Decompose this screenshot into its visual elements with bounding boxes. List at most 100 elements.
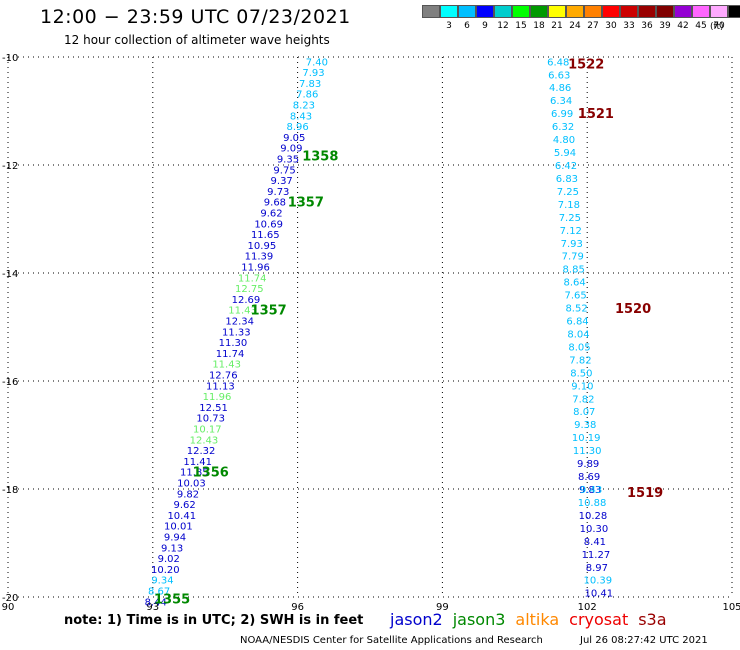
legend-cell bbox=[422, 5, 440, 31]
data-point-jason3: 12.75 bbox=[235, 284, 264, 295]
legend-swatch bbox=[494, 5, 512, 18]
data-point-cryosat: 6.34 bbox=[550, 96, 572, 107]
legend-label: 42 bbox=[677, 21, 689, 31]
data-point-jason3: 9.13 bbox=[161, 543, 183, 554]
data-point-jason3: 7.86 bbox=[296, 90, 318, 101]
legend-label: 12 bbox=[497, 21, 509, 31]
x-tick-label: 96 bbox=[291, 602, 304, 613]
data-point-jason3: 7.93 bbox=[302, 68, 324, 79]
legend-swatch bbox=[728, 5, 740, 18]
data-point-cryosat: 7.82 bbox=[569, 355, 591, 366]
data-point-jason3: 9.34 bbox=[151, 576, 173, 587]
data-point-cryosat: 8.52 bbox=[565, 304, 587, 315]
data-point-jason3: 11.85 bbox=[180, 468, 209, 479]
data-point-cryosat: 6.42 bbox=[555, 161, 577, 172]
data-point-jason3: 11.30 bbox=[219, 338, 248, 349]
data-point-jason3: 10.17 bbox=[193, 425, 222, 436]
legend-swatch bbox=[692, 5, 710, 18]
legend-cell: 42 bbox=[674, 5, 692, 31]
data-point-jason3: 12.76 bbox=[209, 371, 238, 382]
data-point-jason3: 9.94 bbox=[164, 533, 186, 544]
y-tick-label: -18 bbox=[2, 485, 18, 496]
data-point-cryosat: 7.12 bbox=[560, 226, 582, 237]
chart-subtitle: 12 hour collection of altimeter wave hei… bbox=[64, 33, 330, 47]
data-point-jason3: 9.62 bbox=[174, 500, 196, 511]
x-tick-label: 105 bbox=[722, 602, 740, 613]
y-tick-label: -14 bbox=[2, 269, 18, 280]
legend-swatch bbox=[566, 5, 584, 18]
data-point-cryosat: 10.19 bbox=[572, 433, 601, 444]
data-point-jason3: 9.73 bbox=[267, 187, 289, 198]
data-point-cryosat: 9.38 bbox=[574, 420, 596, 431]
data-point-cryosat: 8.50 bbox=[570, 368, 592, 379]
data-point-cryosat: 6.83 bbox=[556, 174, 578, 185]
legend-swatch bbox=[512, 5, 530, 18]
x-tick-label: 93 bbox=[146, 602, 159, 613]
data-point-cryosat: 9.10 bbox=[571, 381, 593, 392]
data-point-cryosat: 8.07 bbox=[573, 407, 595, 418]
data-point-cryosat: 8.69 bbox=[578, 472, 600, 483]
legend-label: 3 bbox=[446, 21, 452, 31]
legend-cell: 33 bbox=[620, 5, 638, 31]
data-point-jason3: 8.96 bbox=[286, 122, 308, 133]
x-tick-label: 90 bbox=[2, 602, 15, 613]
data-point-jason3: 7.83 bbox=[299, 79, 321, 90]
chart-title: 12:00 − 23:59 UTC 07/23/2021 bbox=[40, 6, 351, 28]
credit-line: NOAA/NESDIS Center for Satellite Applica… bbox=[240, 635, 543, 646]
legend-label: 9 bbox=[482, 21, 488, 31]
data-point-cryosat: 10.30 bbox=[580, 524, 609, 535]
data-point-cryosat: 10.28 bbox=[579, 511, 608, 522]
data-point-jason3: 9.05 bbox=[283, 133, 305, 144]
data-point-cryosat: 10.88 bbox=[578, 498, 607, 509]
legend-cell: 70 bbox=[710, 5, 728, 31]
data-point-jason3: 9.82 bbox=[177, 489, 199, 500]
y-tick-label: -20 bbox=[2, 593, 18, 604]
data-point-jason3: 9.09 bbox=[280, 144, 302, 155]
legend-swatch bbox=[656, 5, 674, 18]
legend-cell: 24 bbox=[566, 5, 584, 31]
legend-label: 18 bbox=[533, 21, 545, 31]
data-point-cryosat: 7.82 bbox=[572, 394, 594, 405]
data-point-jason3: 11.39 bbox=[245, 252, 274, 263]
data-point-jason3: 8.44 bbox=[145, 597, 167, 608]
data-point-cryosat: 8.97 bbox=[586, 563, 608, 574]
data-point-cryosat: 9.83 bbox=[579, 485, 601, 496]
data-point-jason3: 9.37 bbox=[271, 176, 293, 187]
data-point-cryosat: 7.18 bbox=[558, 200, 580, 211]
data-point-cryosat: 6.48 bbox=[547, 57, 569, 68]
data-point-cryosat: 6.84 bbox=[566, 317, 588, 328]
legend-label: 36 bbox=[641, 21, 653, 31]
data-point-cryosat: 11.30 bbox=[573, 446, 602, 457]
data-point-jason3: 10.73 bbox=[196, 414, 225, 425]
legend-cell: 21 bbox=[548, 5, 566, 31]
data-point-jason3: 11.13 bbox=[206, 381, 235, 392]
data-point-jason3: 11.65 bbox=[251, 230, 280, 241]
data-point-cryosat: 5.94 bbox=[554, 148, 576, 159]
data-point-jason3: 12.43 bbox=[190, 435, 219, 446]
pass-number-label: 1521 bbox=[578, 107, 614, 122]
data-point-jason3: 10.95 bbox=[248, 241, 277, 252]
y-tick-label: -16 bbox=[2, 377, 18, 388]
legend-swatch bbox=[602, 5, 620, 18]
legend-label: 45 bbox=[695, 21, 707, 31]
satellite-jason2: jason2 bbox=[390, 610, 443, 629]
data-point-jason3: 11.43 bbox=[228, 306, 257, 317]
data-point-cryosat: 10.39 bbox=[583, 576, 612, 587]
data-point-cryosat: 4.80 bbox=[553, 135, 575, 146]
data-point-jason3: 11.33 bbox=[222, 327, 251, 338]
legend-label: 24 bbox=[569, 21, 581, 31]
legend-cell: 45 bbox=[692, 5, 710, 31]
legend-label: 33 bbox=[623, 21, 635, 31]
legend-cell: 6 bbox=[458, 5, 476, 31]
data-point-jason3: 8.23 bbox=[293, 101, 315, 112]
legend-swatch bbox=[620, 5, 638, 18]
data-point-jason3: 11.43 bbox=[212, 360, 241, 371]
y-tick-label: -12 bbox=[2, 161, 18, 172]
data-point-cryosat: 7.79 bbox=[562, 252, 584, 263]
data-point-jason3: 11.41 bbox=[183, 457, 212, 468]
data-point-jason3: 10.01 bbox=[164, 522, 193, 533]
data-point-jason3: 9.68 bbox=[264, 198, 286, 209]
data-point-jason3: 8.67 bbox=[148, 587, 170, 598]
data-point-cryosat: 6.99 bbox=[551, 109, 573, 120]
